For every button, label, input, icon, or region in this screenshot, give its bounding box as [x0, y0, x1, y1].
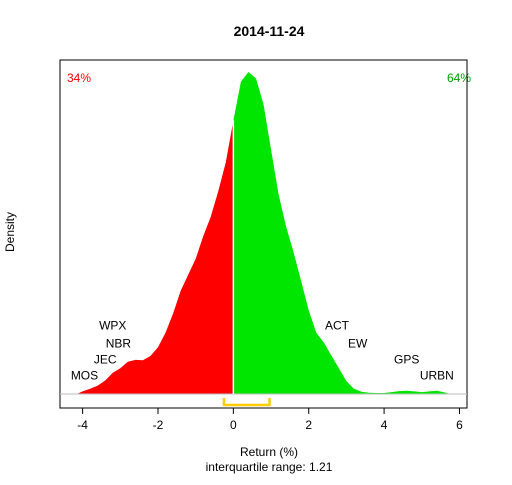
- x-tick-label: 0: [230, 418, 237, 432]
- annotation-urbn: URBN: [420, 369, 454, 383]
- x-tick-label: 6: [456, 418, 463, 432]
- negative-share-label: 34%: [67, 71, 91, 85]
- chart-title: 2014-11-24: [234, 23, 305, 39]
- x-axis-label: Return (%): [240, 445, 298, 459]
- x-tick-label: 4: [381, 418, 388, 432]
- annotation-nbr: NBR: [106, 336, 132, 350]
- y-axis-label: Density: [3, 212, 17, 252]
- annotation-jec: JEC: [94, 352, 117, 366]
- negative-density-area: [77, 120, 234, 395]
- annotation-act: ACT: [325, 319, 350, 333]
- plot-frame: [59, 59, 468, 409]
- density-layer: [77, 72, 450, 395]
- annotation-mos: MOS: [71, 369, 98, 383]
- x-tick-label: -4: [77, 418, 88, 432]
- annotation-ew: EW: [348, 336, 368, 350]
- iqr-subtitle: interquartile range: 1.21: [206, 460, 333, 474]
- positive-density-area: [233, 72, 450, 394]
- annotation-gps: GPS: [394, 352, 419, 366]
- x-axis: -4 -2 0 2 4 6: [77, 408, 463, 432]
- annotation-wpx: WPX: [99, 319, 126, 333]
- iqr-bracket: [222, 398, 271, 407]
- positive-share-label: 64%: [447, 71, 471, 85]
- x-tick-label: -2: [153, 418, 164, 432]
- marks-layer: [60, 120, 467, 407]
- x-tick-label: 2: [305, 418, 312, 432]
